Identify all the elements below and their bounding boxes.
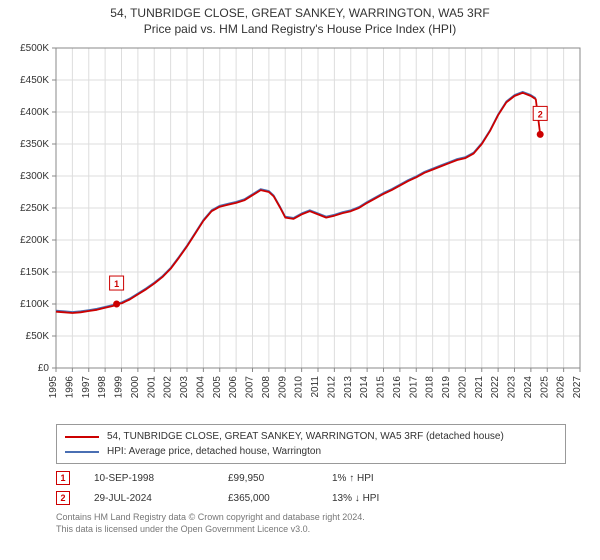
x-tick-label: 2001 — [146, 376, 157, 399]
line-chart: £0 £50K £100K £150K £200K £250K £300K £350K £400… — [0, 38, 600, 418]
x-tick-label: 2020 — [457, 376, 468, 399]
marker-dot — [537, 131, 544, 138]
x-tick-label: 2021 — [474, 376, 485, 399]
x-tick-label: 1996 — [64, 376, 75, 399]
y-tick-label: £450K — [20, 75, 49, 86]
y-tick-label: £300K — [20, 171, 49, 182]
legend-swatch — [65, 436, 99, 438]
y-tick-label: £250K — [20, 203, 49, 214]
x-tick-label: 1997 — [81, 376, 92, 399]
x-tick-label: 2005 — [212, 376, 223, 399]
x-tick-label: 2014 — [359, 376, 370, 399]
x-tick-label: 2016 — [392, 376, 403, 399]
x-tick-label: 2010 — [294, 376, 305, 399]
x-tick-label: 2002 — [163, 376, 174, 399]
x-tick-label: 2006 — [228, 376, 239, 399]
y-tick-label: £500K — [20, 43, 49, 54]
x-tick-label: 1999 — [114, 376, 125, 399]
x-tick-label: 2022 — [490, 376, 501, 399]
transaction-delta: 1% ↑ HPI — [332, 473, 442, 484]
legend-label: 54, TUNBRIDGE CLOSE, GREAT SANKEY, WARRI… — [107, 429, 504, 444]
footer-line-2: This data is licensed under the Open Gov… — [56, 524, 566, 536]
transaction-row: 1 10-SEP-1998 £99,950 1% ↑ HPI — [56, 468, 566, 488]
transaction-delta: 13% ↓ HPI — [332, 493, 442, 504]
chart-area: £0 £50K £100K £150K £200K £250K £300K £350K £400… — [0, 38, 600, 418]
transactions-table: 1 10-SEP-1998 £99,950 1% ↑ HPI 2 29-JUL-2024 £… — [56, 468, 566, 508]
x-tick-label: 2011 — [310, 376, 321, 398]
chart-titles: 54, TUNBRIDGE CLOSE, GREAT SANKEY, WARRI… — [0, 0, 600, 38]
x-tick-label: 2003 — [179, 376, 190, 399]
marker-dot — [113, 301, 120, 308]
legend-item: HPI: Average price, detached house, Warr… — [65, 444, 557, 459]
transaction-row: 2 29-JUL-2024 £365,000 13% ↓ HPI — [56, 488, 566, 508]
title-sub: Price paid vs. HM Land Registry's House … — [10, 22, 590, 36]
x-tick-label: 2027 — [572, 376, 583, 399]
x-tick-label: 2004 — [195, 376, 206, 399]
x-tick-label: 2008 — [261, 376, 272, 399]
transaction-price: £99,950 — [228, 473, 308, 484]
y-tick-label: £50K — [26, 331, 50, 342]
y-tick-label: £400K — [20, 107, 49, 118]
legend-label: HPI: Average price, detached house, Warr… — [107, 444, 321, 459]
transaction-date: 29-JUL-2024 — [94, 493, 204, 504]
marker-label: 2 — [538, 109, 543, 119]
x-tick-label: 2012 — [326, 376, 337, 399]
y-tick-label: £100K — [20, 299, 49, 310]
x-tick-label: 2019 — [441, 376, 452, 399]
title-main: 54, TUNBRIDGE CLOSE, GREAT SANKEY, WARRI… — [10, 6, 590, 20]
y-tick-label: £350K — [20, 139, 49, 150]
transaction-price: £365,000 — [228, 493, 308, 504]
x-tick-label: 2013 — [343, 376, 354, 399]
x-tick-label: 1995 — [48, 376, 59, 399]
legend: 54, TUNBRIDGE CLOSE, GREAT SANKEY, WARRI… — [56, 424, 566, 464]
footer-line-1: Contains HM Land Registry data © Crown c… — [56, 512, 566, 524]
x-tick-label: 2024 — [523, 376, 534, 399]
transaction-marker: 2 — [56, 491, 70, 505]
transaction-marker: 1 — [56, 471, 70, 485]
x-tick-label: 2018 — [425, 376, 436, 399]
x-tick-label: 2017 — [408, 376, 419, 399]
y-tick-label: £150K — [20, 267, 49, 278]
marker-label: 1 — [114, 279, 119, 289]
footer-attribution: Contains HM Land Registry data © Crown c… — [56, 512, 566, 535]
transaction-date: 10-SEP-1998 — [94, 473, 204, 484]
x-tick-label: 2000 — [130, 376, 141, 399]
x-tick-label: 2025 — [539, 376, 550, 399]
x-tick-label: 2009 — [277, 376, 288, 399]
x-tick-label: 2015 — [376, 376, 387, 399]
x-tick-label: 2026 — [556, 376, 567, 399]
y-tick-label: £200K — [20, 235, 49, 246]
legend-swatch — [65, 451, 99, 453]
legend-item: 54, TUNBRIDGE CLOSE, GREAT SANKEY, WARRI… — [65, 429, 557, 444]
x-tick-label: 2023 — [507, 376, 518, 399]
x-tick-label: 1998 — [97, 376, 108, 399]
y-tick-label: £0 — [38, 363, 50, 374]
x-tick-label: 2007 — [245, 376, 256, 399]
